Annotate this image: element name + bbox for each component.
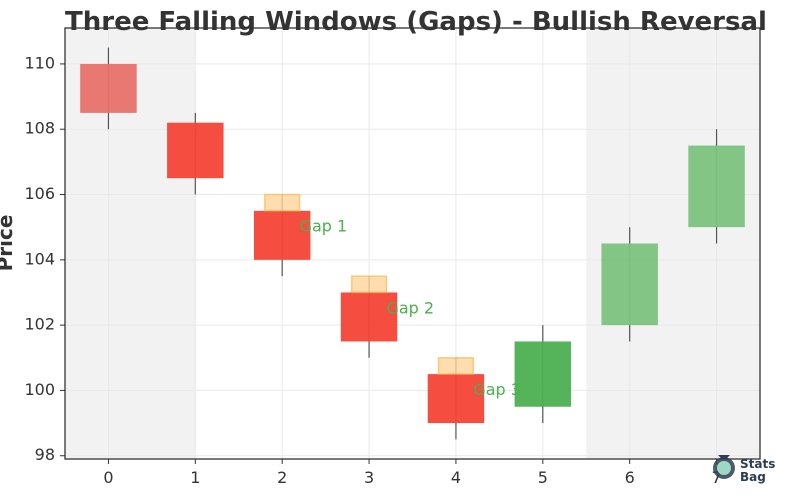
candles [80, 47, 745, 440]
x-tick-label-1: 1 [190, 468, 200, 487]
x-tick-label-6: 6 [625, 468, 635, 487]
candle-4 [427, 357, 485, 440]
x-tick-label-7: 7 [711, 468, 721, 487]
x-tick-label-3: 3 [364, 468, 374, 487]
candle-body-0 [80, 63, 137, 113]
gap-highlight-2 [437, 357, 475, 375]
candle-body-7 [688, 145, 745, 228]
y-tick-label-5: 108 [24, 119, 55, 138]
y-tick-label-3: 104 [24, 249, 55, 268]
chart-title: Three Falling Windows (Gaps) - Bullish R… [65, 7, 767, 37]
gap-highlight-1 [350, 275, 388, 294]
x-tick-label-4: 4 [451, 468, 461, 487]
x-tick-label-5: 5 [538, 468, 548, 487]
candle-0 [80, 47, 137, 130]
y-tick-label-4: 106 [24, 184, 55, 203]
gap-label-0: Gap 1 [300, 217, 348, 236]
candle-5 [514, 325, 572, 424]
gap-highlights [264, 193, 475, 375]
candle-body-1 [167, 122, 224, 179]
candle-7 [688, 129, 745, 244]
gap-label-1: Gap 2 [386, 298, 434, 317]
logo-text-bag: Bag [740, 470, 766, 484]
candle-3 [340, 276, 398, 358]
x-tick-label-2: 2 [277, 468, 287, 487]
y-axis-label: Price [0, 215, 17, 272]
x-tick-label-0: 0 [103, 468, 113, 487]
candle-2 [253, 194, 311, 277]
candle-body-2 [253, 210, 311, 260]
candle-body-6 [601, 243, 658, 326]
candle-6 [601, 227, 658, 342]
candle-body-5 [514, 341, 572, 407]
gap-label-2: Gap 3 [473, 380, 521, 399]
y-tick-label-1: 100 [24, 380, 55, 399]
plot-frame [64, 27, 761, 460]
gap-highlight-0 [264, 193, 301, 212]
stats-bag-logo: Stats Bag [713, 455, 775, 484]
candle-1 [167, 112, 224, 195]
money-bag-icon [713, 455, 735, 479]
gap-annotations: Gap 1 Gap 2 Gap 3 [300, 217, 521, 399]
axes: 0 1 2 3 4 5 6 7 98 100 102 104 106 108 110 [24, 53, 721, 487]
candle-body-3 [340, 292, 398, 342]
y-tick-label-6: 110 [24, 53, 55, 72]
logo-text-stats: Stats [740, 457, 775, 471]
y-tick-label-0: 98 [35, 445, 55, 464]
candle-body-4 [427, 374, 485, 424]
y-tick-label-2: 102 [24, 315, 55, 334]
